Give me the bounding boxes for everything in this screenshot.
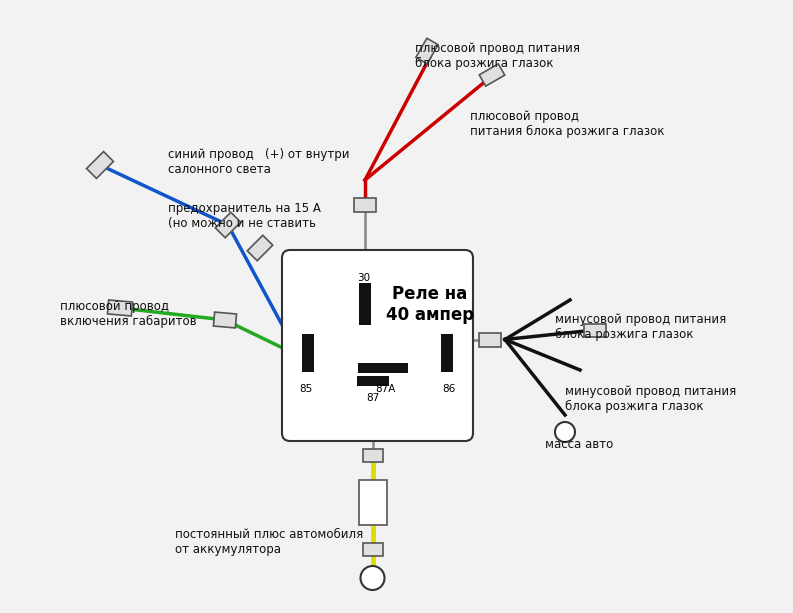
Bar [416, 38, 438, 64]
Text: Реле на
40 ампер: Реле на 40 ампер [386, 285, 474, 324]
Bar [584, 324, 606, 337]
Text: постоянный плюс автомобиля
от аккумулятора: постоянный плюс автомобиля от аккумулято… [175, 528, 363, 556]
Text: синий провод   (+) от внутри
салонного света: синий провод (+) от внутри салонного све… [168, 148, 350, 176]
Text: плюсовой провод
питания блока розжига глазок: плюсовой провод питания блока розжига гл… [470, 110, 665, 138]
Bar [358, 362, 408, 373]
Text: 85: 85 [300, 384, 312, 394]
Bar [441, 333, 453, 371]
Text: 87: 87 [366, 393, 379, 403]
Bar [247, 235, 273, 261]
Bar [354, 198, 376, 212]
Bar [479, 64, 505, 86]
FancyBboxPatch shape [282, 250, 473, 441]
Text: масса авто: масса авто [545, 438, 613, 451]
Bar [215, 212, 241, 238]
Bar [213, 312, 236, 328]
Bar [359, 283, 371, 325]
Bar [358, 480, 386, 525]
Text: плюсовой провод
включения габаритов: плюсовой провод включения габаритов [60, 300, 197, 328]
Text: минусовой провод питания
блока розжига глазок: минусовой провод питания блока розжига г… [555, 313, 726, 341]
Bar [86, 151, 113, 178]
Bar [362, 449, 382, 462]
Text: минусовой провод питания
блока розжига глазок: минусовой провод питания блока розжига г… [565, 385, 736, 413]
Bar [357, 376, 389, 386]
Text: плюсовой провод питания
блока розжига глазок: плюсовой провод питания блока розжига гл… [415, 42, 580, 70]
Bar [362, 543, 382, 555]
Text: предохранитель на 15 А
(но можно и не ставить: предохранитель на 15 А (но можно и не ст… [168, 202, 321, 230]
Text: 87A: 87A [375, 384, 396, 394]
Bar [107, 300, 132, 316]
Circle shape [555, 422, 575, 442]
Bar [479, 332, 501, 346]
Bar [302, 333, 314, 371]
Text: 30: 30 [357, 273, 370, 283]
Circle shape [361, 566, 385, 590]
Text: 86: 86 [442, 384, 456, 394]
